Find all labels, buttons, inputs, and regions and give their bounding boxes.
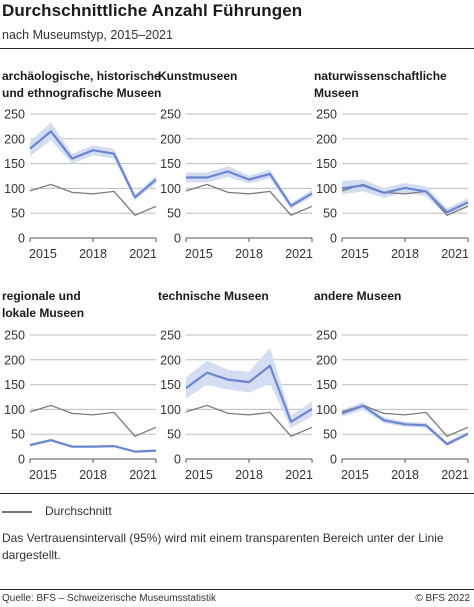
x-tick-label: 2018 (391, 468, 419, 482)
x-tick-label: 2018 (79, 247, 107, 261)
copyright-text: © BFS 2022 (415, 593, 470, 604)
chart-panel-4: 0 50 100 150 200 250 2015 2018 2021 (4, 329, 157, 483)
y-tick-label: 100 (316, 182, 337, 196)
x-tick-label: 2021 (441, 247, 469, 261)
y-tick-label: 0 (174, 453, 181, 467)
y-tick-label: 50 (323, 207, 337, 221)
chart-panel-1: 0 50 100 150 200 250 2015 2018 2021 (4, 108, 157, 262)
source-text: Quelle: BFS – Schweizerische Museumsstat… (2, 593, 216, 604)
y-tick-label: 250 (316, 108, 337, 122)
chart-panel-3: 0 50 100 150 200 250 2015 2018 2021 (316, 108, 469, 262)
x-tick-label: 2015 (341, 468, 369, 482)
confidence-band (30, 122, 156, 201)
x-tick-label: 2018 (79, 468, 107, 482)
x-tick-label: 2021 (285, 468, 313, 482)
y-tick-label: 250 (4, 108, 25, 122)
x-tick-label: 2018 (391, 247, 419, 261)
confidence-band (186, 347, 312, 429)
chart-panel-5: 0 50 100 150 200 250 2015 2018 2021 (160, 329, 313, 483)
panel-title-2: Kunstmuseen (158, 68, 237, 85)
y-tick-label: 50 (11, 428, 25, 442)
y-tick-label: 50 (323, 428, 337, 442)
panel-title-6: andere Museen (314, 288, 401, 305)
y-tick-label: 50 (11, 207, 25, 221)
y-tick-label: 150 (160, 378, 181, 392)
x-tick-label: 2015 (185, 468, 213, 482)
x-tick-label: 2015 (29, 468, 57, 482)
y-tick-label: 0 (18, 232, 25, 246)
legend-average-label: Durchschnitt (45, 504, 112, 518)
average-line (185, 183, 313, 216)
y-tick-label: 0 (174, 232, 181, 246)
y-tick-label: 0 (330, 232, 337, 246)
page-subtitle: nach Museumstyp, 2015–2021 (2, 28, 173, 42)
y-tick-label: 0 (18, 453, 25, 467)
y-tick-label: 200 (4, 132, 25, 146)
panel-title-line: archäologische, historische (2, 69, 161, 83)
panel-title-line: Museen (314, 86, 359, 100)
panel-title-line: naturwissenschaftliche (314, 69, 447, 83)
series-line (185, 364, 313, 423)
y-tick-label: 250 (160, 329, 181, 343)
x-tick-label: 2015 (185, 247, 213, 261)
y-tick-label: 200 (160, 353, 181, 367)
legend-divider (0, 493, 474, 494)
series-line (186, 170, 313, 207)
legend-average-swatch (2, 511, 32, 513)
y-tick-label: 150 (4, 378, 25, 392)
y-tick-label: 100 (160, 182, 181, 196)
panel-title-line: technische Museen (158, 289, 269, 303)
y-tick-label: 50 (167, 428, 181, 442)
x-tick-label: 2015 (29, 247, 57, 261)
footer-divider (0, 589, 474, 590)
average-line (185, 404, 313, 437)
y-tick-label: 50 (167, 207, 181, 221)
y-tick-label: 100 (316, 403, 337, 417)
series-line (341, 404, 469, 446)
page-title: Durchschnittliche Anzahl Führungen (2, 1, 303, 20)
panel-title-4: regionale und lokale Museen (2, 288, 84, 322)
average-line (29, 404, 157, 437)
y-tick-label: 200 (316, 132, 337, 146)
y-tick-label: 250 (316, 329, 337, 343)
chart-panel-2: 0 50 100 150 200 250 2015 2018 2021 (160, 108, 313, 262)
panel-title-3: naturwissenschaftliche Museen (314, 68, 447, 102)
series-line (29, 130, 157, 199)
y-tick-label: 100 (4, 182, 25, 196)
y-tick-label: 200 (316, 353, 337, 367)
x-tick-label: 2018 (235, 468, 263, 482)
panel-title-line: lokale Museen (2, 306, 85, 320)
y-tick-label: 150 (160, 157, 181, 171)
y-tick-label: 100 (4, 403, 25, 417)
x-tick-label: 2015 (341, 247, 369, 261)
confidence-note: Das Vertrauensintervall (95%) wird mit e… (2, 531, 444, 562)
chart-panel-6: 0 50 100 150 200 250 2015 2018 2021 (316, 329, 469, 483)
header-divider (0, 48, 474, 49)
y-tick-label: 150 (316, 157, 337, 171)
y-tick-label: 200 (160, 132, 181, 146)
x-tick-label: 2021 (129, 247, 157, 261)
panel-title-line: Kunstmuseen (158, 69, 238, 83)
y-tick-label: 250 (160, 108, 181, 122)
average-line (29, 183, 157, 216)
x-tick-label: 2021 (129, 468, 157, 482)
y-tick-label: 150 (4, 157, 25, 171)
x-tick-label: 2021 (285, 247, 313, 261)
y-tick-label: 0 (330, 453, 337, 467)
y-tick-label: 200 (4, 353, 25, 367)
x-tick-label: 2021 (441, 468, 469, 482)
y-tick-label: 100 (160, 403, 181, 417)
x-tick-label: 2018 (235, 247, 263, 261)
panel-title-1: archäologische, historische und ethnograf… (2, 68, 161, 102)
y-tick-label: 250 (4, 329, 25, 343)
confidence-band (186, 166, 312, 209)
series-line (341, 184, 469, 214)
panel-title-line: regionale und (2, 289, 81, 303)
panel-title-5: technische Museen (158, 288, 269, 305)
series-line (29, 439, 157, 453)
panel-title-line: andere Museen (314, 289, 402, 303)
y-tick-label: 150 (316, 378, 337, 392)
panel-title-line: und ethnografische Museen (2, 86, 162, 100)
